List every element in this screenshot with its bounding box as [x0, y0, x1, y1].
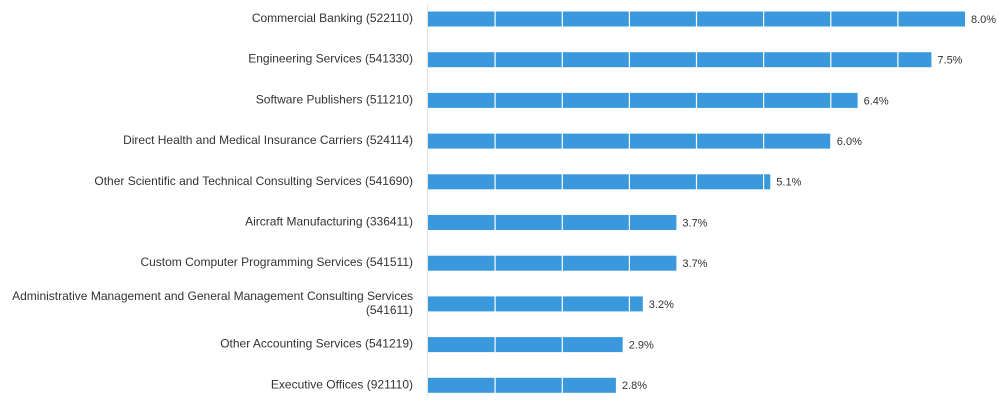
value-label: 7.5% [937, 55, 962, 67]
category-label: Commercial Banking (522110) [252, 11, 413, 25]
value-label: 8.0% [971, 14, 996, 26]
category-label: Aircraft Manufacturing (336411) [245, 215, 413, 229]
category-label: Executive Offices (921110) [271, 377, 413, 391]
bar [428, 377, 616, 393]
value-label: 3.2% [649, 299, 674, 311]
category-label: Custom Computer Programming Services (54… [140, 255, 413, 269]
bar [428, 337, 623, 353]
bar [428, 174, 771, 190]
bar [428, 92, 858, 108]
category-label: Direct Health and Medical Insurance Carr… [123, 133, 413, 147]
bar [428, 296, 643, 312]
category-label: Administrative Management and General Ma… [12, 289, 413, 317]
value-label: 6.0% [837, 136, 862, 148]
bars-group [428, 11, 965, 393]
bar [428, 52, 932, 68]
bar [428, 215, 677, 230]
value-label: 2.8% [622, 380, 647, 392]
value-label: 6.4% [864, 95, 889, 107]
category-labels-group: Commercial Banking (522110) Engineering S… [12, 11, 413, 391]
gridlines-group [494, 4, 899, 398]
category-label: Engineering Services (541330) [248, 52, 413, 66]
value-label: 3.7% [682, 258, 707, 270]
bar [428, 255, 677, 271]
category-label: Other Accounting Services (541219) [220, 337, 413, 351]
value-label: 2.9% [629, 340, 654, 352]
value-label: 5.1% [776, 177, 801, 189]
category-label: Other Scientific and Technical Consultin… [94, 174, 413, 188]
value-labels-group: 8.0% 7.5% 6.4% 6.0% 5.1% 3.7% 3.7% 3.2% 2.9% 2.8% [622, 14, 996, 392]
category-label: Software Publishers (511210) [256, 93, 413, 107]
value-label: 3.7% [682, 217, 707, 229]
